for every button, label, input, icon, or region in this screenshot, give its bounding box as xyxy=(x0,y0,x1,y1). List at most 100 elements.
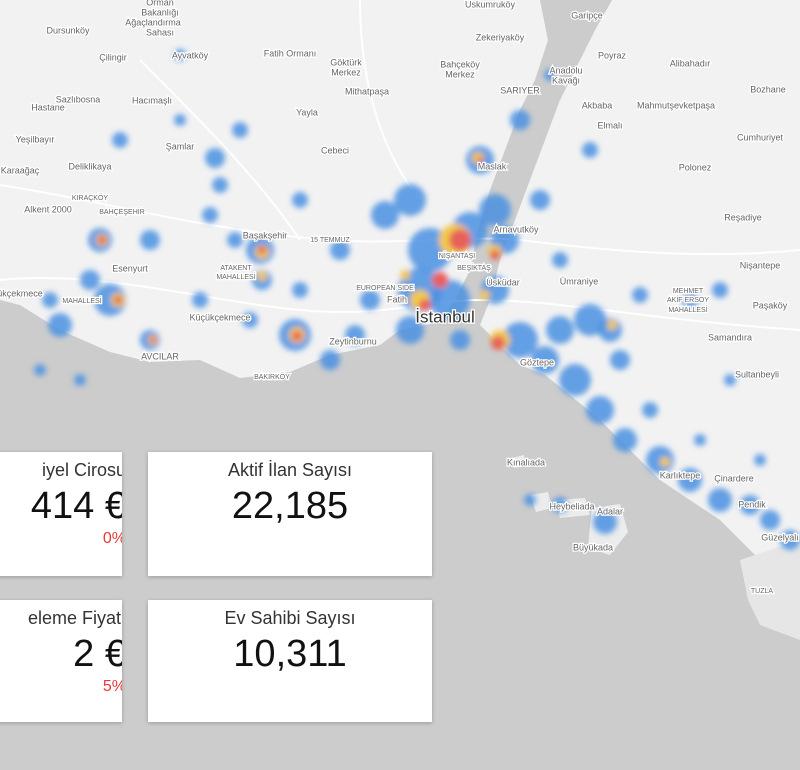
heat-blob xyxy=(292,331,302,341)
map-label: Uskumruköy xyxy=(465,0,516,9)
card-value: 414 € xyxy=(30,485,122,527)
heat-blob xyxy=(531,346,559,374)
heat-blob xyxy=(292,282,308,298)
heat-blob xyxy=(477,157,483,163)
map-label: Kınalıada xyxy=(507,457,545,467)
map-label: KIRAÇKÖY xyxy=(72,194,109,202)
heat-blob xyxy=(682,292,698,308)
map-label: Bakanlığı xyxy=(141,7,179,17)
heat-blob xyxy=(613,428,637,452)
map-label: Karaağaç xyxy=(1,165,40,175)
map-label: Alibahadır xyxy=(670,58,711,68)
heat-blob xyxy=(205,148,225,168)
heat-blob xyxy=(582,142,598,158)
heat-blob xyxy=(34,364,46,376)
map-label: Fatih xyxy=(387,294,407,304)
heat-blob xyxy=(642,402,658,418)
heat-blob xyxy=(544,69,556,81)
heat-blob xyxy=(192,292,208,308)
heat-blob xyxy=(559,364,591,396)
heat-blob xyxy=(292,192,308,208)
map-label: Karlıktepe xyxy=(660,470,701,480)
heat-blob xyxy=(449,229,471,251)
stat-card: eleme Fiyatı 2 € 5% xyxy=(0,600,122,722)
map-label: Paşaköy xyxy=(753,300,788,310)
heat-blob xyxy=(660,457,670,467)
heat-blob xyxy=(74,374,86,386)
island xyxy=(530,492,552,512)
map-label: Bahçeköy xyxy=(440,59,480,69)
map-label: Göktürk xyxy=(330,57,362,67)
heat-blob xyxy=(48,313,72,337)
island xyxy=(512,455,526,468)
map-label: Merkez xyxy=(331,67,361,77)
heat-blob xyxy=(524,494,536,506)
heat-blob xyxy=(258,246,266,254)
map-label: Göztepe xyxy=(520,357,554,367)
map-label: Sazlıbosna xyxy=(56,94,101,104)
heat-blob xyxy=(510,110,530,130)
heat-blob xyxy=(546,316,574,344)
map-label: Bozhane xyxy=(750,84,786,94)
map-label: EUROPEAN SIDE xyxy=(356,285,414,292)
heat-blob xyxy=(330,240,350,260)
heat-blob xyxy=(320,350,340,370)
map-label: Samandıra xyxy=(708,332,752,342)
map-label: SARIYER xyxy=(500,85,540,95)
card-title: iyel Cirosu xyxy=(41,460,122,480)
map-label: Poyraz xyxy=(598,50,627,60)
card-value: 22,185 xyxy=(231,485,349,527)
map-label: Cebeci xyxy=(321,145,349,155)
heat-blob xyxy=(632,287,648,303)
heat-blob xyxy=(242,312,258,328)
heat-blob xyxy=(678,468,702,492)
heat-blob xyxy=(552,497,568,513)
map-label: Merkez xyxy=(445,69,475,79)
map-label: Şamlar xyxy=(166,141,195,151)
heat-blob xyxy=(257,271,267,281)
heat-blob xyxy=(419,299,431,311)
stat-card: Aktif İlan Sayısı 22,185 xyxy=(148,452,432,576)
heat-blob xyxy=(480,290,490,300)
map-label: Kavağı xyxy=(552,75,580,85)
heat-blob xyxy=(430,280,470,320)
stat-card: Ev Sahibi Sayısı 10,311 xyxy=(148,600,432,722)
map-label: ATAKENT xyxy=(220,265,252,272)
heat-blob xyxy=(394,184,426,216)
heat-blob xyxy=(586,396,614,424)
map-label: Reşadiye xyxy=(724,212,762,222)
map-label: Küçükçekmece xyxy=(189,312,250,322)
heat-blob xyxy=(94,284,126,316)
map-label: Zeytinburnu xyxy=(329,336,377,346)
heat-blob xyxy=(114,296,122,304)
heat-blob xyxy=(371,201,399,229)
heat-blob xyxy=(98,236,106,244)
map-label: NİŞANTAŞI xyxy=(439,251,475,260)
map-label: BAHÇEŞEHİR xyxy=(99,207,145,216)
map-label: Cumhuriyet xyxy=(737,132,784,142)
heat-blob xyxy=(174,114,186,126)
map-label: BAKIRKÖY xyxy=(254,373,290,381)
heat-blob xyxy=(646,446,674,474)
map-label: Adalar xyxy=(597,506,623,516)
strait-north xyxy=(540,0,612,100)
heat-blob xyxy=(212,177,228,193)
heat-blob xyxy=(754,454,766,466)
map-label: Elmalı xyxy=(597,120,622,130)
map-label: MAHALLESİ xyxy=(668,305,707,314)
map-label: Fatih Ormanı xyxy=(264,48,317,58)
map-label: Başakşehir xyxy=(243,230,288,240)
map-label: ükçekmece xyxy=(0,288,43,298)
map-label: Sultanbeyli xyxy=(735,369,779,379)
map-label: Hastane xyxy=(31,102,65,112)
card-change: 5% xyxy=(102,678,122,695)
card-title: Aktif İlan Sayısı xyxy=(227,460,353,480)
heat-blob xyxy=(607,320,617,330)
heat-blob xyxy=(400,270,410,280)
map-label: Heybeliada xyxy=(549,501,594,511)
map-label: MAHALLESİ xyxy=(62,296,101,305)
heat-blob xyxy=(202,207,218,223)
heat-blob xyxy=(490,250,500,260)
map-label: Ağaçlandırma xyxy=(125,17,181,27)
